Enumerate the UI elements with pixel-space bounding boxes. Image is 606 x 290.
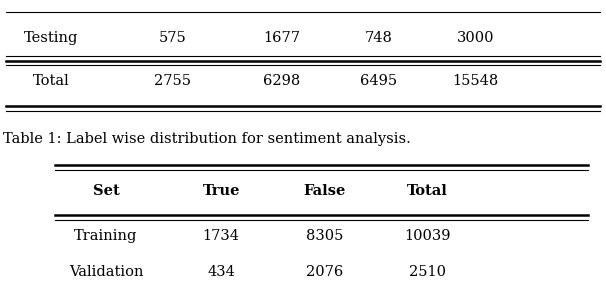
Text: 1677: 1677 (263, 31, 301, 45)
Text: Table 1: Label wise distribution for sentiment analysis.: Table 1: Label wise distribution for sen… (3, 132, 411, 146)
Text: 2510: 2510 (408, 265, 446, 279)
Text: Training: Training (75, 229, 138, 243)
Text: 10039: 10039 (404, 229, 450, 243)
Text: Testing: Testing (24, 31, 79, 45)
Text: 8305: 8305 (305, 229, 343, 243)
Text: 2755: 2755 (154, 74, 191, 88)
Text: True: True (202, 184, 240, 198)
Text: 1734: 1734 (202, 229, 240, 243)
Text: 748: 748 (365, 31, 393, 45)
Text: False: False (303, 184, 345, 198)
Text: 6495: 6495 (360, 74, 398, 88)
Text: 6298: 6298 (263, 74, 301, 88)
Text: 3000: 3000 (457, 31, 494, 45)
Text: Total: Total (407, 184, 448, 198)
Text: 15548: 15548 (453, 74, 499, 88)
Text: Total: Total (33, 74, 70, 88)
Text: Set: Set (93, 184, 119, 198)
Text: 575: 575 (159, 31, 187, 45)
Text: 2076: 2076 (305, 265, 343, 279)
Text: Validation: Validation (69, 265, 143, 279)
Text: 434: 434 (207, 265, 235, 279)
